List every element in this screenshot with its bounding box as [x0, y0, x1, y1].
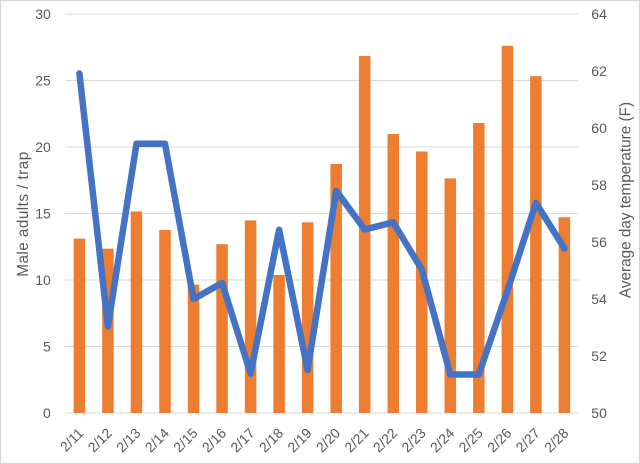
svg-text:52: 52 — [591, 348, 607, 364]
svg-text:0: 0 — [43, 405, 51, 421]
svg-text:15: 15 — [35, 205, 51, 221]
svg-text:56: 56 — [591, 234, 607, 250]
svg-text:Average day temperature (F): Average day temperature (F) — [618, 102, 635, 298]
svg-text:50: 50 — [591, 405, 607, 421]
svg-text:54: 54 — [591, 291, 607, 307]
svg-text:10: 10 — [35, 272, 51, 288]
svg-text:25: 25 — [35, 72, 51, 88]
svg-text:64: 64 — [591, 6, 607, 22]
svg-text:20: 20 — [35, 139, 51, 155]
svg-text:58: 58 — [591, 177, 607, 193]
svg-text:30: 30 — [35, 6, 51, 22]
svg-text:Male adults / trap: Male adults / trap — [15, 151, 32, 276]
svg-text:60: 60 — [591, 120, 607, 136]
svg-text:62: 62 — [591, 63, 607, 79]
svg-text:5: 5 — [43, 338, 51, 354]
